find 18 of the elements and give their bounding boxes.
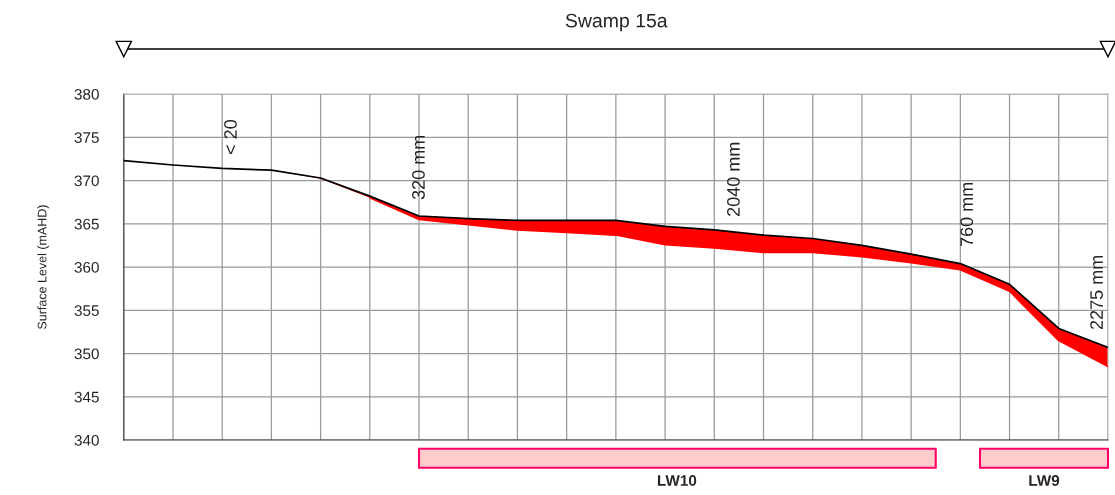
annotation: 760 mm bbox=[960, 182, 974, 247]
annotation: 320 mm bbox=[412, 135, 425, 200]
y-tick-label: 340 bbox=[74, 434, 99, 446]
y-axis-title: Surface Level (mAHD) bbox=[37, 205, 49, 329]
y-tick-label: 375 bbox=[74, 132, 99, 143]
y-tick-label: 370 bbox=[74, 175, 99, 187]
annotation: < 20 bbox=[224, 120, 237, 155]
y-tick-label: 350 bbox=[74, 348, 99, 360]
text: LW10 bbox=[657, 475, 697, 486]
chart-title: Swamp 15a bbox=[565, 13, 668, 32]
y-tick-label: 365 bbox=[74, 218, 99, 230]
annotation: 2275 mm bbox=[1090, 255, 1103, 330]
y-tick-label: 360 bbox=[74, 261, 99, 273]
y-tick-label: 355 bbox=[74, 305, 99, 316]
text: LW9 bbox=[1029, 475, 1060, 486]
y-tick-label: 345 bbox=[74, 391, 99, 403]
y-tick-label: 380 bbox=[74, 88, 99, 100]
annotation: 2040 mm bbox=[727, 142, 740, 216]
